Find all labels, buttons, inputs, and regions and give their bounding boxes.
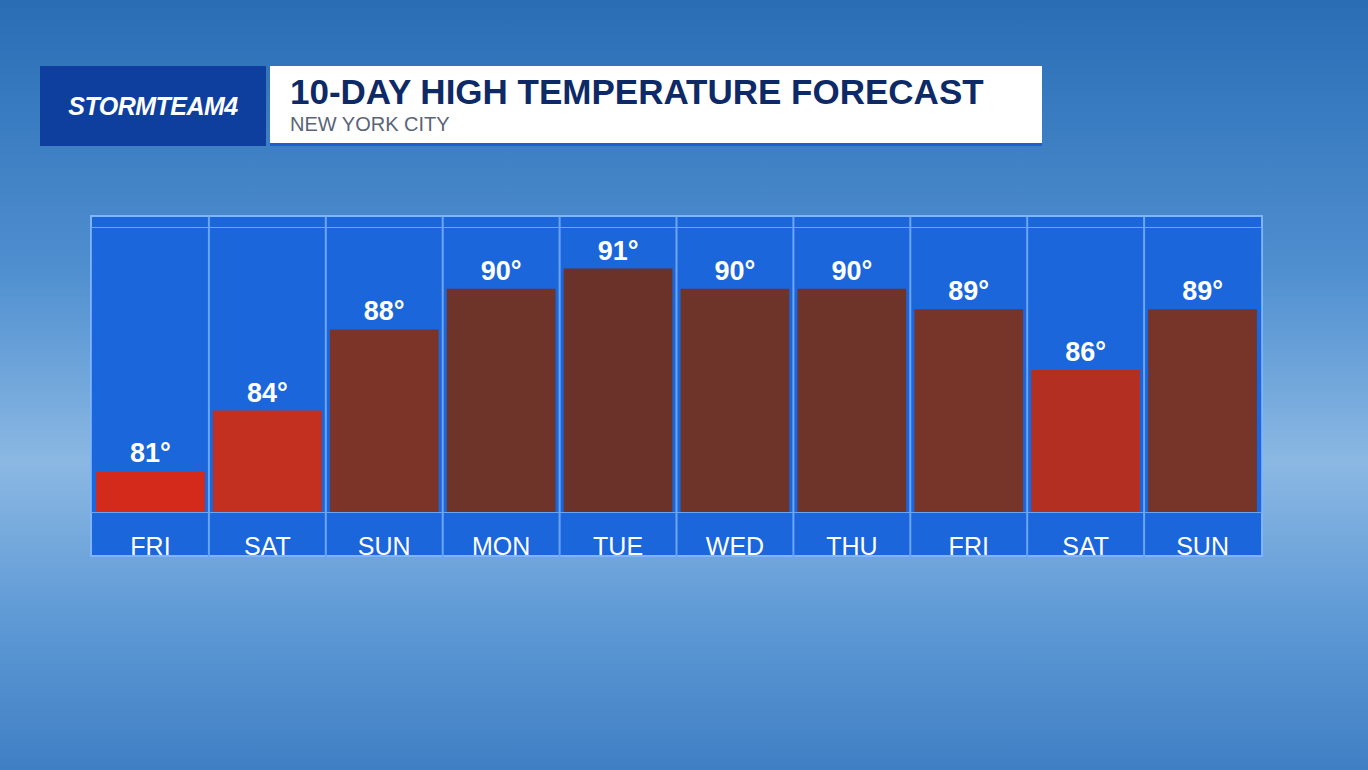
svg-text:81°: 81° [130, 438, 171, 468]
svg-text:89°: 89° [1182, 276, 1223, 306]
svg-text:90°: 90° [715, 256, 756, 286]
svg-text:SUN: SUN [358, 532, 411, 560]
svg-text:90°: 90° [831, 256, 872, 286]
svg-text:SAT: SAT [1062, 532, 1109, 560]
html-text:STORMTEAM4: STORMTEAM4 [68, 91, 238, 120]
svg-text:89°: 89° [948, 276, 989, 306]
svg-text:WED: WED [706, 532, 764, 560]
svg-text:86°: 86° [1065, 337, 1106, 367]
svg-text:FRI: FRI [130, 532, 170, 560]
svg-text:FRI: FRI [949, 532, 989, 560]
svg-text:84°: 84° [247, 378, 288, 408]
svg-text:88°: 88° [364, 296, 405, 326]
svg-text:SAT: SAT [244, 532, 291, 560]
html-text:10-DAY HIGH TEMPERATURE FORECA: 10-DAY HIGH TEMPERATURE FORECAST [290, 72, 984, 111]
svg-text:TUE: TUE [593, 532, 643, 560]
html-text:NEW YORK CITY: NEW YORK CITY [290, 113, 450, 135]
svg-text:THU: THU [826, 532, 877, 560]
svg-text:MON: MON [472, 532, 530, 560]
svg-text:SUN: SUN [1176, 532, 1229, 560]
svg-text:91°: 91° [598, 236, 639, 266]
svg-text:90°: 90° [481, 256, 522, 286]
